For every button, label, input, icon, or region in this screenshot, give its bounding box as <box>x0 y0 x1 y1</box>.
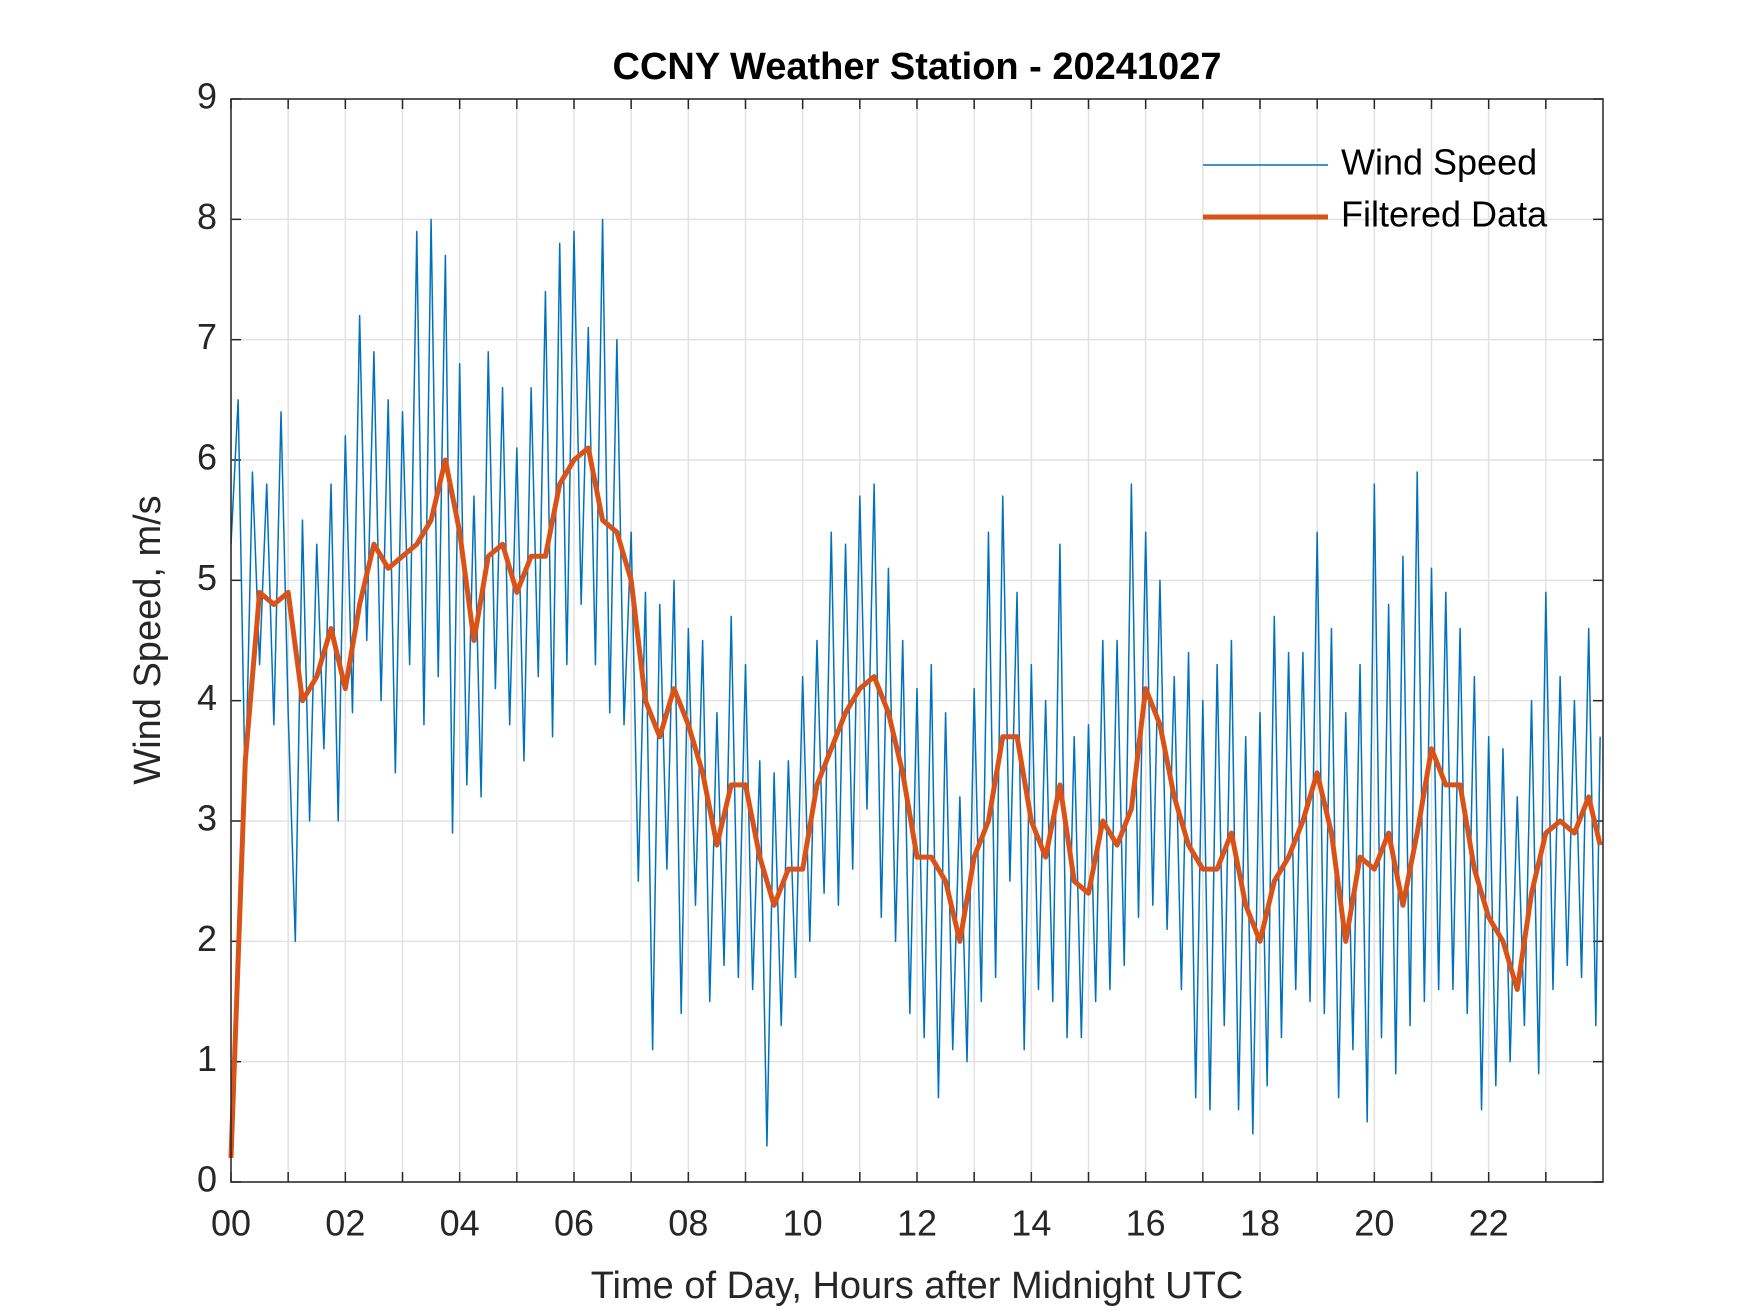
y-tick-label: 8 <box>197 196 217 237</box>
y-axis-label: Wind Speed, m/s <box>127 495 169 784</box>
x-tick-label: 08 <box>668 1203 708 1244</box>
x-tick-label: 16 <box>1126 1203 1166 1244</box>
legend-label: Filtered Data <box>1341 194 1548 235</box>
data-line <box>230 218 1601 1147</box>
y-tick-label: 5 <box>197 557 217 598</box>
x-tick-label: 06 <box>554 1203 594 1244</box>
legend-label: Wind Speed <box>1341 142 1537 183</box>
y-tick-label: 0 <box>197 1159 217 1200</box>
x-tick-label: 14 <box>1011 1203 1051 1244</box>
y-tick-label: 3 <box>197 798 217 839</box>
x-tick-label: 02 <box>325 1203 365 1244</box>
x-tick-label: 00 <box>211 1203 251 1244</box>
data-line <box>228 445 1603 1159</box>
x-tick-label: 22 <box>1469 1203 1509 1244</box>
axes-box <box>230 98 1604 1183</box>
y-tick-label: 6 <box>197 437 217 478</box>
x-tick-label: 12 <box>897 1203 937 1244</box>
x-tick-label: 20 <box>1354 1203 1394 1244</box>
y-tick-label: 2 <box>197 918 217 959</box>
y-tick-label: 9 <box>197 76 217 117</box>
y-tick-label: 7 <box>197 316 217 357</box>
x-tick-label: 18 <box>1240 1203 1280 1244</box>
x-tick-label: 10 <box>783 1203 823 1244</box>
y-tick-label: 1 <box>197 1038 217 1079</box>
x-axis-label: Time of Day, Hours after Midnight UTC <box>591 1265 1244 1307</box>
chart-title: CCNY Weather Station - 20241027 <box>613 46 1222 88</box>
y-tick-label: 4 <box>197 677 217 718</box>
x-tick-label: 04 <box>440 1203 480 1244</box>
